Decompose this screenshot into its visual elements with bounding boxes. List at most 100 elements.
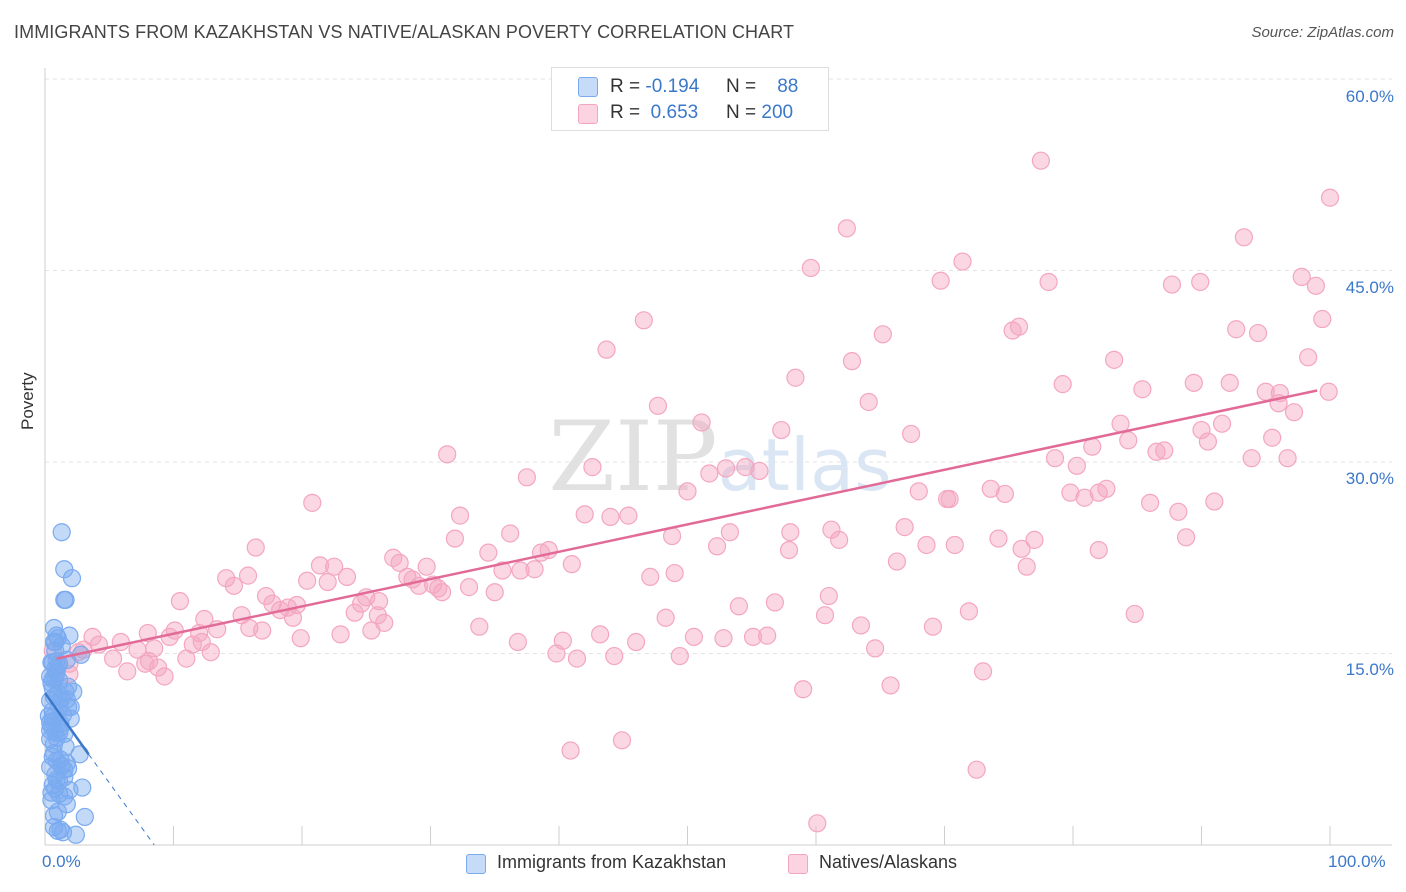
natives-point [445, 529, 465, 548]
natives-point [139, 652, 159, 671]
natives-point [837, 219, 856, 238]
natives-point [1039, 272, 1058, 292]
natives-point [508, 632, 527, 652]
natives-point [525, 560, 544, 579]
natives-point [779, 540, 799, 560]
natives-point [1125, 604, 1144, 624]
natives-point [553, 631, 572, 650]
natives-point [1017, 557, 1036, 576]
natives-point [591, 625, 610, 644]
natives-point [238, 566, 258, 585]
natives-point [973, 662, 993, 681]
natives-point [1192, 420, 1211, 440]
natives-point [240, 618, 259, 638]
natives-point [815, 606, 835, 625]
natives-point [470, 617, 489, 636]
natives-point [111, 632, 130, 652]
natives-point [1292, 267, 1311, 286]
natives-point [866, 639, 885, 658]
natives-point [562, 555, 581, 574]
y-tick-45: 45.0% [1345, 278, 1394, 297]
natives-point [1220, 373, 1239, 392]
y-tick-60: 60.0% [1345, 87, 1394, 106]
kazakhstan-point [48, 657, 67, 676]
natives-point [201, 643, 220, 662]
natives-point [684, 627, 704, 647]
natives-point [291, 629, 310, 648]
natives-point [1105, 350, 1124, 369]
natives-point [656, 608, 675, 627]
natives-point [940, 489, 959, 509]
natives-point [1313, 309, 1332, 329]
natives-point [1009, 317, 1029, 336]
natives-point [830, 530, 849, 549]
natives-point [648, 396, 668, 415]
natives-point [901, 424, 921, 444]
kazakhstan-point [44, 743, 64, 763]
natives-point [851, 616, 871, 635]
r-value-1: -0.194 [645, 76, 700, 97]
kazakhstan-point [56, 682, 75, 701]
kazakhstan-point [42, 791, 61, 810]
natives-point [959, 602, 979, 621]
natives-point [517, 468, 536, 487]
kazakhstan-point [59, 759, 78, 778]
natives-point [104, 649, 123, 668]
kazakhstan-point [46, 632, 65, 652]
natives-point [118, 662, 137, 681]
natives-point [1320, 188, 1340, 207]
natives-point [794, 680, 813, 699]
natives-point [967, 760, 986, 779]
legend-swatch-natives [788, 854, 808, 874]
natives-point [1176, 528, 1196, 547]
natives-point [1191, 272, 1210, 292]
natives-point [665, 563, 684, 583]
natives-point [887, 552, 907, 571]
kazakhstan-point [66, 825, 85, 844]
natives-point [808, 814, 827, 833]
natives-point [1299, 348, 1318, 367]
natives-point [678, 482, 697, 501]
legend-row-2-n: N = 200 [726, 102, 793, 126]
natives-point [1133, 380, 1152, 399]
y-tick-15: 15.0% [1345, 660, 1394, 679]
natives-point [781, 523, 800, 542]
natives-point [859, 392, 878, 412]
natives-point [155, 667, 174, 686]
natives-point [842, 352, 862, 371]
x-tick-0: 0.0% [42, 852, 81, 871]
natives-point [1089, 540, 1108, 560]
n-label-1: N = [726, 76, 757, 97]
natives-point [786, 368, 805, 387]
natives-point [692, 413, 711, 432]
natives-point [1263, 428, 1282, 447]
natives-point [634, 311, 653, 330]
natives-point [148, 658, 168, 677]
y-axis-label: Poverty [18, 372, 37, 430]
natives-point [1012, 539, 1031, 558]
natives-point [619, 506, 638, 525]
r-value-2: 0.653 [650, 102, 699, 123]
natives-point [1278, 449, 1297, 468]
natives-point [1169, 502, 1188, 521]
natives-point [325, 557, 344, 576]
kazakhstan-trend-extension [88, 754, 155, 846]
natives-point [331, 625, 350, 644]
natives-point [224, 576, 243, 595]
natives-point [1319, 382, 1338, 401]
n-value-2: 200 [761, 102, 794, 123]
natives-point [303, 493, 322, 512]
correlation-legend: R = -0.194 N = 88 R = 0.653 N = 200 [551, 67, 829, 131]
natives-point [714, 629, 733, 648]
natives-point [1184, 373, 1203, 392]
natives-point [923, 617, 943, 636]
x-tick-100: 100.0% [1328, 852, 1386, 871]
natives-point [1205, 492, 1224, 511]
natives-point [1025, 530, 1044, 549]
natives-point [1053, 375, 1072, 394]
kazakhstan-point [52, 523, 71, 542]
natives-point [170, 592, 190, 611]
natives-trend-line [56, 389, 1318, 660]
source-label: Source: ZipAtlas.com [1251, 24, 1394, 41]
natives-point [819, 586, 838, 606]
